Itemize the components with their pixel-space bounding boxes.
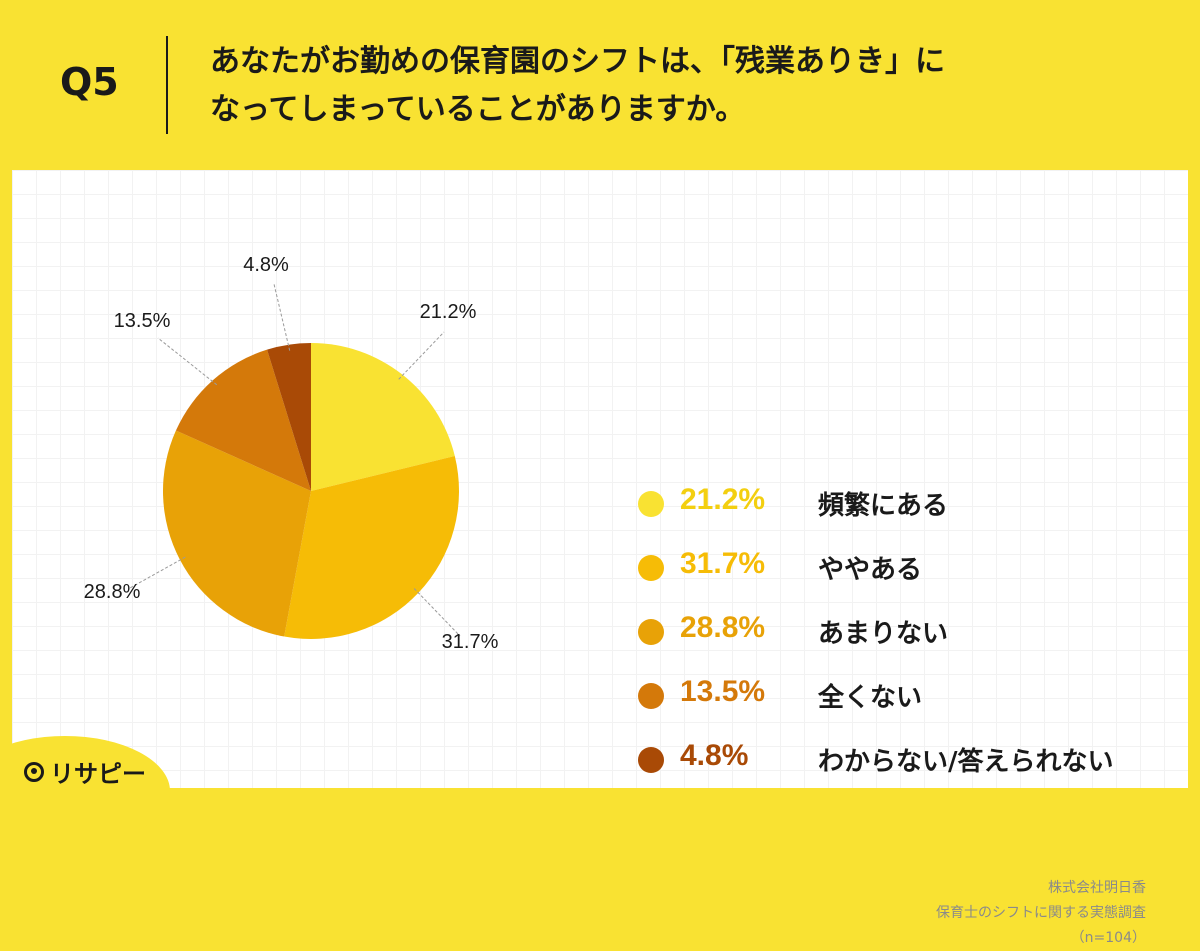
legend: 21.2% 頻繁にある 31.7% ややある 28.8% あまりない 13.5% 全くない 4.… bbox=[638, 475, 1178, 795]
question-line-1: あなたがお勤めの保育園のシフトは、「残業ありき」に bbox=[210, 44, 945, 79]
legend-label: 全くない bbox=[818, 683, 923, 713]
data-label: 13.5% bbox=[114, 310, 171, 332]
pie-slice bbox=[284, 456, 459, 639]
header: Q5 あなたがお勤めの保育園のシフトは、「残業ありき」に なってしまっていること… bbox=[0, 0, 1200, 170]
legend-item: 28.8% あまりない bbox=[638, 603, 1178, 667]
source-company: 株式会社明日香 bbox=[1048, 880, 1146, 896]
question-text: あなたがお勤めの保育園のシフトは、「残業ありき」に なってしまっていることがあり… bbox=[210, 38, 1170, 134]
leader-line bbox=[129, 556, 186, 589]
leader-line bbox=[413, 588, 461, 637]
legend-item: 31.7% ややある bbox=[638, 539, 1178, 603]
logo-text: リサピー bbox=[50, 760, 146, 788]
pie-slice bbox=[162, 430, 311, 637]
legend-value: 13.5% bbox=[680, 675, 766, 708]
data-label: 28.8% bbox=[84, 581, 141, 603]
legend-item: 4.8% わからない/答えられない bbox=[638, 731, 1178, 795]
legend-dot bbox=[638, 619, 664, 645]
legend-label: わからない/答えられない bbox=[818, 747, 1114, 777]
legend-value: 31.7% bbox=[680, 547, 766, 580]
leader-line bbox=[273, 283, 291, 351]
data-label: 4.8% bbox=[243, 254, 289, 276]
legend-label: ややある bbox=[818, 555, 923, 585]
data-label: 21.2% bbox=[420, 301, 477, 323]
legend-value: 21.2% bbox=[680, 483, 766, 516]
question-number: Q5 bbox=[60, 60, 119, 104]
chart-card: 21.2% 31.7% 28.8% 13.5% 4.8% 21.2% 頻繁にある 31.7%… bbox=[12, 170, 1188, 946]
legend-label: 頻繁にある bbox=[818, 491, 949, 521]
legend-item: 21.2% 頻繁にある bbox=[638, 475, 1178, 539]
question-line-2: なってしまっていることがありますか。 bbox=[210, 92, 746, 127]
header-divider bbox=[166, 36, 168, 134]
pie-slice bbox=[311, 343, 455, 491]
source-note: 株式会社明日香 保育士のシフトに関する実態調査 （n=104） bbox=[936, 876, 1146, 951]
source-sample: （n=104） bbox=[1070, 930, 1146, 946]
leader-line bbox=[398, 331, 445, 380]
source-survey: 保育士のシフトに関する実態調査 bbox=[936, 905, 1146, 921]
logo: リサピー bbox=[24, 754, 146, 789]
pin-icon bbox=[24, 761, 44, 782]
pie-slice bbox=[267, 343, 311, 491]
legend-dot bbox=[638, 747, 664, 773]
pie-chart: 21.2% 31.7% 28.8% 13.5% 4.8% bbox=[84, 254, 499, 653]
leader-line bbox=[157, 337, 218, 386]
legend-label: あまりない bbox=[818, 619, 949, 649]
legend-dot bbox=[638, 683, 664, 709]
legend-dot bbox=[638, 491, 664, 517]
legend-item: 13.5% 全くない bbox=[638, 667, 1178, 731]
data-label: 31.7% bbox=[442, 631, 499, 653]
legend-value: 4.8% bbox=[680, 739, 749, 772]
legend-dot bbox=[638, 555, 664, 581]
legend-value: 28.8% bbox=[680, 611, 766, 644]
pie-slice bbox=[175, 349, 311, 491]
